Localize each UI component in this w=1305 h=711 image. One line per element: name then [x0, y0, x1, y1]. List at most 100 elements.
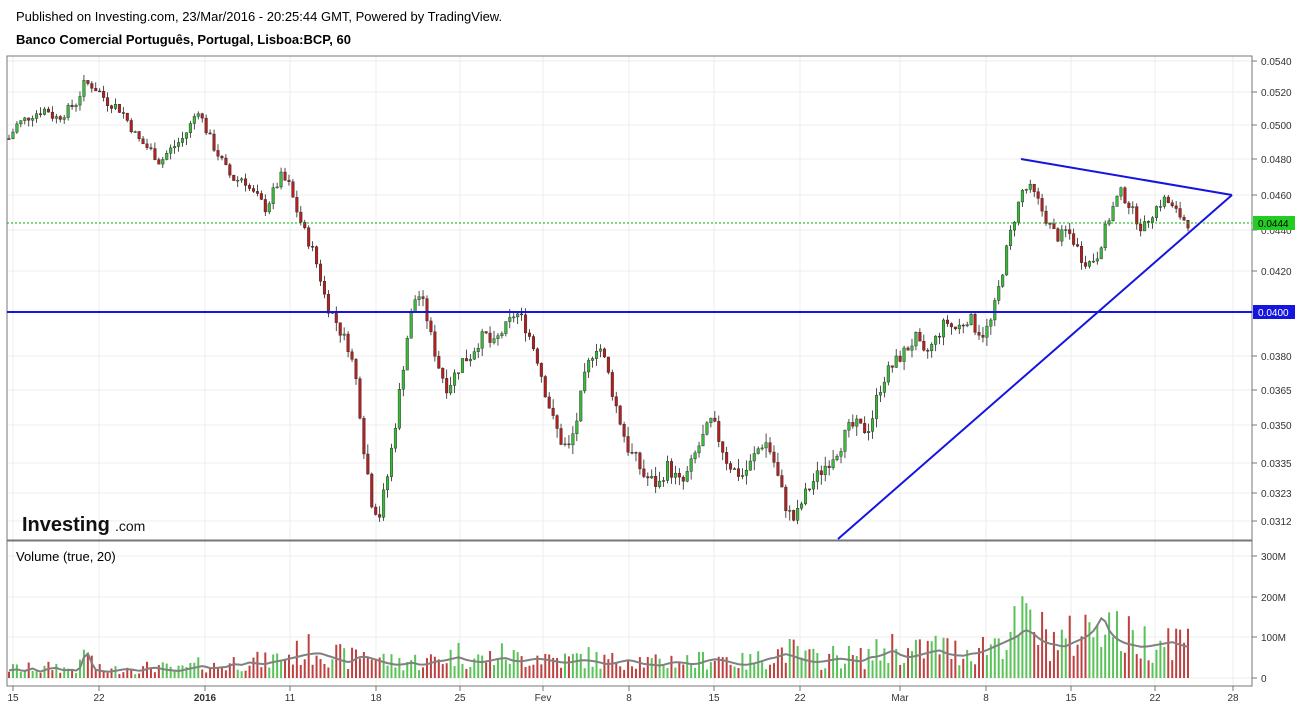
candle-body: [177, 142, 181, 147]
level-price-value: 0.0400: [1258, 308, 1289, 319]
candle-body: [547, 396, 551, 409]
volume-bar: [382, 653, 385, 678]
candle-body: [859, 418, 863, 424]
candle-body: [602, 348, 606, 358]
candle-body: [539, 363, 543, 377]
volume-bar: [437, 659, 440, 678]
volume-bar: [209, 667, 212, 678]
candle-body: [196, 113, 200, 117]
candle-body: [626, 436, 630, 453]
volume-bar: [611, 652, 614, 678]
volume-bar: [654, 654, 657, 678]
candle-body: [847, 422, 851, 431]
candle-body: [1143, 221, 1147, 232]
volume-bar: [422, 667, 425, 678]
lower-trendline[interactable]: [837, 194, 1233, 540]
candle-body: [113, 103, 117, 109]
candle-body: [62, 117, 66, 120]
candle-body: [894, 355, 898, 368]
candle-body: [658, 480, 662, 487]
volume-bar: [232, 657, 235, 678]
price-tick-label: 0.0312: [1261, 517, 1292, 528]
candle-body: [819, 470, 823, 475]
candle-body: [275, 186, 279, 189]
candle-body: [220, 156, 224, 159]
volume-bar: [402, 670, 405, 678]
candle-body: [311, 246, 315, 248]
candle-body: [110, 105, 114, 109]
candle-body: [1170, 202, 1174, 207]
volume-bar: [43, 665, 46, 678]
candle-body: [200, 113, 204, 119]
candle-body: [279, 171, 283, 188]
volume-bar: [1131, 630, 1134, 678]
volume-bar: [205, 672, 208, 678]
candle-body: [804, 488, 808, 505]
time-tick-label: Fev: [535, 693, 552, 704]
candle-body: [460, 358, 464, 373]
candle-body: [871, 418, 875, 432]
candle-body: [717, 421, 721, 442]
candle-body: [1151, 217, 1155, 223]
volume-bar: [441, 664, 444, 678]
candle-body: [476, 348, 480, 352]
volume-bar: [985, 655, 988, 678]
candle-body: [721, 441, 725, 453]
candle-body: [7, 138, 11, 140]
volume-bar: [926, 640, 929, 678]
candle-body: [535, 348, 539, 364]
volume-bar: [220, 666, 223, 678]
candle-body: [736, 468, 740, 477]
candle-body: [11, 131, 15, 139]
candle-body: [527, 332, 531, 337]
volume-bar: [879, 660, 882, 678]
volume-bar: [883, 648, 886, 678]
candle-body: [587, 360, 591, 373]
volume-bar: [465, 668, 468, 678]
volume-bar: [504, 659, 507, 678]
volume-bar: [457, 642, 460, 678]
candle-body: [673, 472, 677, 478]
candle-body: [957, 324, 961, 330]
volume-bar: [1001, 658, 1004, 678]
candle-body: [121, 112, 125, 114]
volume-bar: [528, 665, 531, 678]
candle-body: [898, 355, 902, 362]
candle-body: [259, 193, 263, 200]
candle-body: [874, 394, 878, 419]
time-tick-label: 22: [794, 693, 806, 704]
volume-bar: [662, 665, 665, 678]
volume-bar: [950, 659, 953, 678]
volume-bar: [520, 656, 523, 678]
volume-bar: [634, 668, 637, 678]
candle-body: [662, 480, 666, 482]
volume-bar: [323, 663, 326, 678]
volume-bar: [23, 669, 26, 678]
volume-bar: [1076, 644, 1079, 678]
upper-trendline[interactable]: [1020, 158, 1233, 196]
volume-bar: [394, 667, 397, 678]
volume-bar: [1009, 631, 1012, 678]
volume-bar: [445, 663, 448, 678]
candle-body: [1154, 206, 1158, 218]
candle-body: [70, 104, 74, 108]
volume-bar: [319, 659, 322, 678]
candle-body: [1032, 183, 1036, 192]
current-price-badge: 0.0444: [1253, 216, 1295, 230]
volume-bar: [666, 668, 669, 678]
candle-body: [204, 117, 208, 134]
volume-bar: [989, 644, 992, 678]
volume-bar: [157, 665, 160, 678]
volume-bar: [82, 649, 85, 678]
grid-lines: [7, 56, 1252, 686]
candle-body: [287, 179, 291, 182]
volume-bar: [406, 662, 409, 678]
candle-body: [117, 103, 121, 113]
volume-bar: [686, 655, 689, 678]
candle-body: [1083, 262, 1087, 267]
volume-bar: [189, 663, 192, 678]
candle-body: [295, 196, 299, 213]
volume-bar: [1147, 660, 1150, 678]
logo-brand: Investing: [22, 514, 110, 536]
